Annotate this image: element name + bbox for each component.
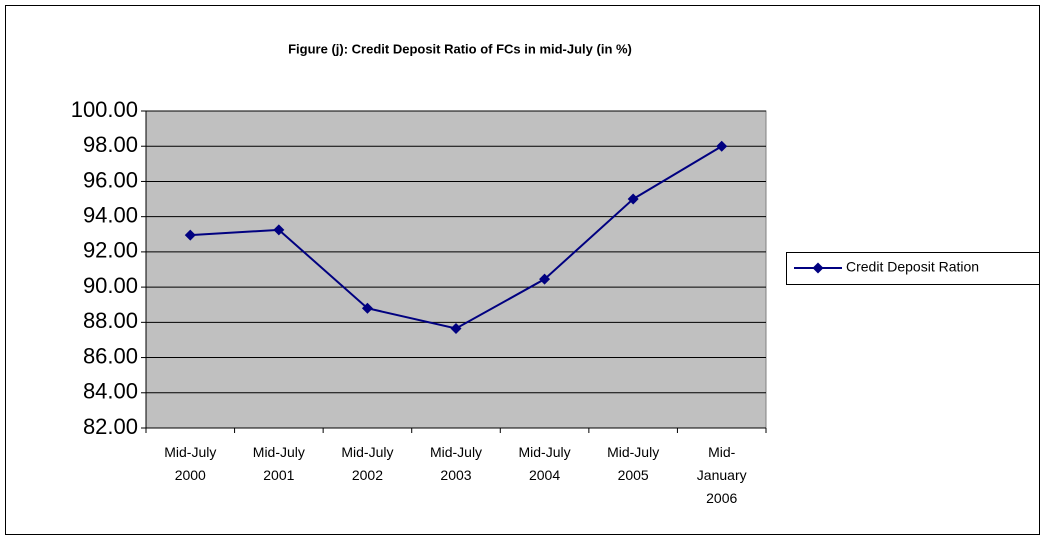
x-tick-label-line: 2002: [352, 467, 383, 483]
data-point: [184, 229, 196, 241]
x-tick-label-line: Mid-July: [430, 444, 482, 460]
x-tick-label: Mid-July 2002: [341, 444, 393, 483]
y-tick-label: 92.00: [83, 238, 138, 263]
x-tick-label-line: Mid-July: [253, 444, 305, 460]
y-tick-label: 98.00: [83, 132, 138, 157]
x-tick-label: Mid-July 2001: [253, 444, 305, 483]
y-tick-label: 96.00: [83, 167, 138, 192]
x-tick-label-line: Mid-: [708, 444, 736, 460]
x-tick-label: Mid-July 2003: [430, 444, 482, 483]
plot-area: [145, 110, 767, 429]
x-tick-label-line: 2003: [440, 467, 471, 483]
data-point: [716, 140, 728, 152]
x-tick-label-line: Mid-July: [164, 444, 216, 460]
x-tick-label: Mid-July 2000: [164, 444, 216, 483]
x-tick-label-line: Mid-July: [519, 444, 571, 460]
legend-label: Credit Deposit Ration: [846, 259, 979, 275]
legend-marker: [812, 262, 824, 274]
x-tick-label-line: Mid-July: [341, 444, 393, 460]
data-point: [539, 273, 551, 285]
x-tick-label: Mid-July 2005: [607, 444, 659, 483]
x-tick-label-line: January: [697, 467, 747, 483]
x-tick-label-line: 2006: [706, 490, 737, 506]
data-point: [361, 302, 373, 314]
y-tick-label: 86.00: [83, 343, 138, 368]
x-tick-label-line: 2000: [175, 467, 206, 483]
data-point: [273, 224, 285, 236]
y-tick-label: 94.00: [83, 202, 138, 227]
x-tick-label-line: Mid-July: [607, 444, 659, 460]
y-tick-label: 100.00: [71, 97, 138, 122]
x-tick-label-line: 2001: [263, 467, 294, 483]
y-tick-label: 82.00: [83, 414, 138, 439]
y-tick-label: 88.00: [83, 308, 138, 333]
x-tick-label: Mid- January 2006: [697, 444, 747, 506]
y-tick-label: 84.00: [83, 379, 138, 404]
data-point: [627, 193, 639, 205]
x-tick-label: Mid-July 2004: [519, 444, 571, 483]
data-point: [450, 322, 462, 334]
chart-title: Figure (j): Credit Deposit Ratio of FCs …: [288, 41, 632, 56]
y-tick-label: 90.00: [83, 273, 138, 298]
x-tick-label-line: 2005: [618, 467, 649, 483]
x-tick-label-line: 2004: [529, 467, 560, 483]
